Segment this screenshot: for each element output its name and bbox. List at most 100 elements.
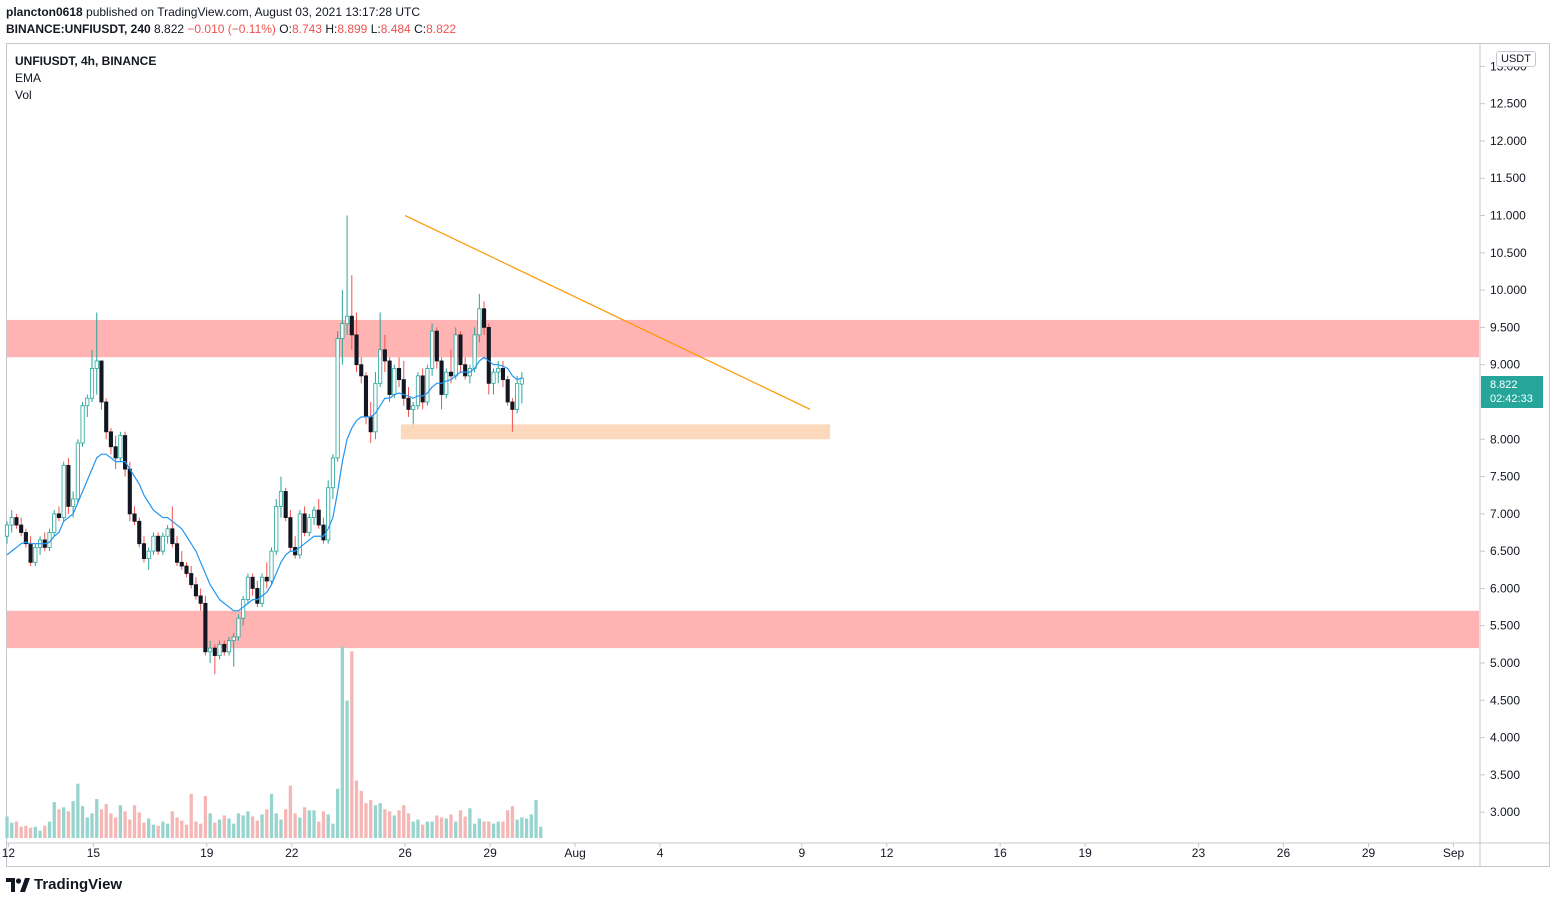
legend-symbol: UNFIUSDT, 4h, BINANCE: [15, 54, 157, 68]
volume-bar: [378, 803, 382, 838]
volume-bar: [57, 809, 61, 838]
candle: [23, 528, 28, 548]
low-value: 8.484: [380, 22, 411, 36]
candle: [104, 398, 109, 440]
candle-body: [345, 315, 350, 325]
candle-body: [510, 401, 515, 410]
price-tick-label: 12.000: [1490, 134, 1527, 148]
tradingview-logo[interactable]: TradingView: [6, 876, 122, 893]
zone-2[interactable]: [400, 424, 831, 440]
volume-bar: [14, 821, 19, 838]
candle-body: [444, 371, 449, 395]
candle-body: [387, 360, 392, 395]
candle-body: [108, 431, 113, 448]
volume-bar: [439, 817, 444, 838]
candle: [307, 513, 312, 537]
candle-body: [127, 468, 132, 515]
candle: [174, 536, 180, 567]
ema-line: [6, 356, 523, 612]
candle: [269, 547, 274, 585]
trendline[interactable]: [404, 214, 811, 410]
candle-body: [184, 565, 189, 574]
legend-ema[interactable]: EMA: [15, 71, 42, 85]
volume-bar: [109, 813, 113, 838]
candle: [491, 368, 496, 395]
candle-body: [222, 643, 227, 653]
volume-bar: [184, 824, 189, 838]
author-name[interactable]: plancton0618: [6, 5, 83, 19]
candle: [4, 521, 10, 544]
volume-bar: [265, 809, 269, 838]
volume-bar: [85, 817, 89, 838]
volume-bars: [5, 646, 543, 838]
volume-bar: [307, 810, 311, 838]
candle: [179, 551, 184, 570]
candle-body: [260, 576, 265, 604]
candle: [66, 457, 71, 514]
volume-bar: [284, 809, 288, 838]
candle-body: [132, 513, 137, 522]
price-axis[interactable]: 13.00012.50012.00011.50011.00010.50010.0…: [1480, 59, 1527, 819]
volume-bar: [203, 795, 208, 838]
candle: [19, 517, 24, 537]
zone-0[interactable]: [7, 319, 1479, 358]
volume-bar: [491, 823, 496, 838]
volume-bar: [369, 800, 373, 838]
volume-bar: [302, 807, 307, 838]
volume-bar: [312, 810, 316, 838]
candle: [378, 312, 383, 388]
candle: [373, 372, 378, 440]
candle-body: [321, 524, 326, 541]
candle: [56, 506, 62, 522]
price-tick-label: 4.000: [1490, 731, 1520, 745]
candle-body: [354, 334, 359, 366]
time-tick-label: 4: [657, 846, 664, 860]
currency-unit-badge[interactable]: USDT: [1496, 51, 1536, 67]
candle: [293, 536, 298, 559]
volume-bar: [435, 815, 439, 838]
time-tick-label: 23: [1192, 846, 1206, 860]
price-tick-label: 10.000: [1490, 283, 1527, 297]
candle-body: [401, 379, 406, 399]
candle-body: [56, 513, 62, 518]
volume-bar: [501, 821, 505, 838]
candle-body: [94, 360, 99, 369]
candle-body: [61, 464, 66, 518]
volume-bar: [293, 813, 297, 838]
candle: [345, 215, 350, 335]
candle: [250, 573, 255, 596]
volume-bar: [458, 810, 463, 838]
candle-body: [118, 435, 123, 459]
zone-1[interactable]: [7, 610, 1479, 649]
high-label: H:: [325, 22, 338, 36]
candle: [392, 364, 397, 399]
volume-bar: [383, 809, 387, 838]
volume-bar: [345, 700, 349, 838]
candle-body: [359, 364, 364, 377]
candle-body: [316, 509, 321, 526]
volume-bar: [47, 821, 52, 838]
brand-name: TradingView: [34, 876, 123, 893]
legend-vol[interactable]: Vol: [15, 88, 32, 102]
volume-bar: [189, 793, 193, 838]
candle-body: [482, 308, 487, 328]
volume-bar: [170, 811, 174, 838]
volume-bar: [151, 824, 156, 838]
candle-body: [113, 446, 118, 459]
volume-bar: [515, 819, 519, 838]
time-tick-label: 26: [1277, 846, 1291, 860]
candle: [500, 360, 506, 388]
candle-body: [14, 517, 19, 526]
candle: [123, 431, 128, 477]
candle: [52, 510, 57, 537]
candle: [425, 364, 430, 406]
volume-bar: [38, 830, 42, 838]
time-tick-label: 9: [798, 846, 805, 860]
candle-body: [411, 405, 416, 410]
candle: [165, 525, 170, 544]
time-axis[interactable]: 12 15 19 22 26 29 Aug 4 9 12 16 19 23 26 29 Sep: [2, 843, 1465, 860]
volume-bar: [208, 813, 212, 838]
candle: [203, 595, 208, 656]
volume-bar: [71, 801, 75, 838]
